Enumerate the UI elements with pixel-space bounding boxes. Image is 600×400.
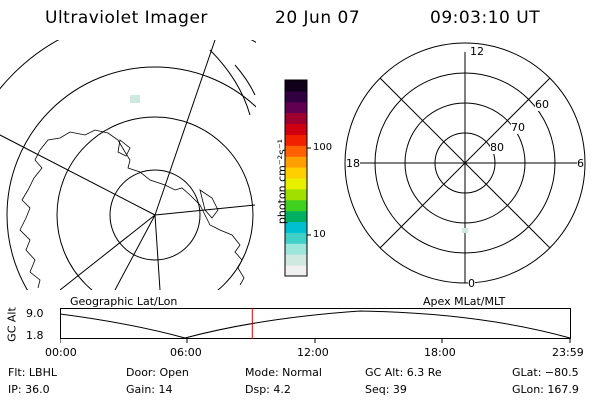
altitude-timeline — [60, 308, 571, 343]
info-filter: Flt: LBHL — [8, 366, 57, 379]
coastline — [39, 129, 245, 286]
mlt-label-0: 0 — [468, 277, 475, 290]
colorbar-step — [285, 90, 307, 103]
coastline — [19, 149, 43, 289]
colorbar-step — [285, 232, 307, 244]
info-mode: Mode: Normal — [245, 366, 322, 379]
info-ip: IP: 36.0 — [8, 383, 50, 396]
timeline-y-max: 9.0 — [26, 307, 44, 320]
info-seq: Seq: 39 — [365, 383, 407, 396]
colorbar-step — [285, 80, 307, 92]
observation-time: 09:03:10 UT — [430, 8, 541, 28]
colorbar-step — [285, 265, 307, 277]
apex-map-label: Apex MLat/MLT — [423, 295, 506, 308]
meridian-line — [59, 214, 156, 290]
timeline-tick-2359: 23:59 — [552, 346, 584, 359]
info-gain: Gain: 14 — [126, 383, 173, 396]
colorbar-step — [285, 167, 307, 179]
mlat-label-60: 60 — [535, 98, 549, 111]
info-door: Door: Open — [126, 366, 189, 379]
mlt-label-6: 6 — [577, 157, 584, 170]
colorbar-step — [285, 156, 307, 168]
lat-circle-80 — [109, 169, 201, 261]
info-gc-alt: GC Alt: 6.3 Re — [365, 366, 442, 379]
coastline — [199, 189, 219, 219]
meridian-line — [114, 214, 156, 290]
colorbar-step — [285, 145, 307, 157]
map-arc — [234, 64, 256, 96]
colorbar-step — [285, 221, 307, 233]
colorbar-step — [285, 254, 307, 266]
mlat-label-70: 70 — [511, 121, 525, 134]
emission-patch — [130, 95, 140, 103]
timeline-y-min: 1.8 — [26, 329, 44, 342]
timeline-tick-0000: 00:00 — [45, 346, 77, 359]
timeline-tick-1800: 18:00 — [424, 346, 456, 359]
colorbar-step — [285, 243, 307, 255]
info-glat: GLat: −80.5 — [512, 366, 579, 379]
timeline-y-axis-label: GC Alt — [5, 307, 19, 342]
mlat-label-80: 80 — [490, 141, 504, 154]
observation-date: 20 Jun 07 — [275, 8, 361, 28]
instrument-title: Ultraviolet Imager — [45, 8, 208, 28]
colorbar-step — [285, 178, 307, 190]
altitude-curve — [60, 310, 571, 339]
colorbar-step — [285, 188, 307, 201]
timeline-frame — [60, 308, 571, 339]
coastline — [117, 139, 131, 157]
meridian-line — [154, 40, 216, 216]
colorbar-step — [285, 123, 307, 135]
timeline-tick-1200: 12:00 — [297, 346, 329, 359]
colorbar-step — [285, 134, 307, 146]
emission-patch — [462, 228, 468, 233]
mlt-diagonal — [379, 77, 551, 249]
colorbar-step — [285, 101, 307, 114]
colorbar-tick-100: 100 — [313, 142, 333, 153]
meridian-line — [0, 134, 156, 216]
info-glon: GLon: 167.9 — [512, 383, 579, 396]
timeline-tick-0600: 06:00 — [170, 346, 202, 359]
geographic-map-label: Geographic Lat/Lon — [70, 295, 178, 308]
colorbar-gradient — [285, 80, 307, 277]
map-arc — [209, 49, 251, 116]
info-dsp: Dsp: 4.2 — [245, 383, 291, 396]
mlt-label-12: 12 — [470, 45, 484, 58]
lat-circle-70 — [56, 116, 254, 290]
colorbar — [284, 79, 311, 277]
colorbar-step — [285, 199, 307, 212]
apex-polar-grid — [344, 42, 586, 284]
mlt-label-18: 18 — [346, 157, 360, 170]
colorbar-step — [285, 112, 307, 125]
colorbar-tick-10: 10 — [313, 229, 326, 240]
meridian-line — [154, 214, 161, 290]
colorbar-unit-label: photon cm⁻²s⁻¹ — [275, 138, 289, 225]
colorbar-step — [285, 210, 307, 223]
geographic-map — [0, 40, 256, 290]
lat-circle-60 — [6, 66, 256, 290]
